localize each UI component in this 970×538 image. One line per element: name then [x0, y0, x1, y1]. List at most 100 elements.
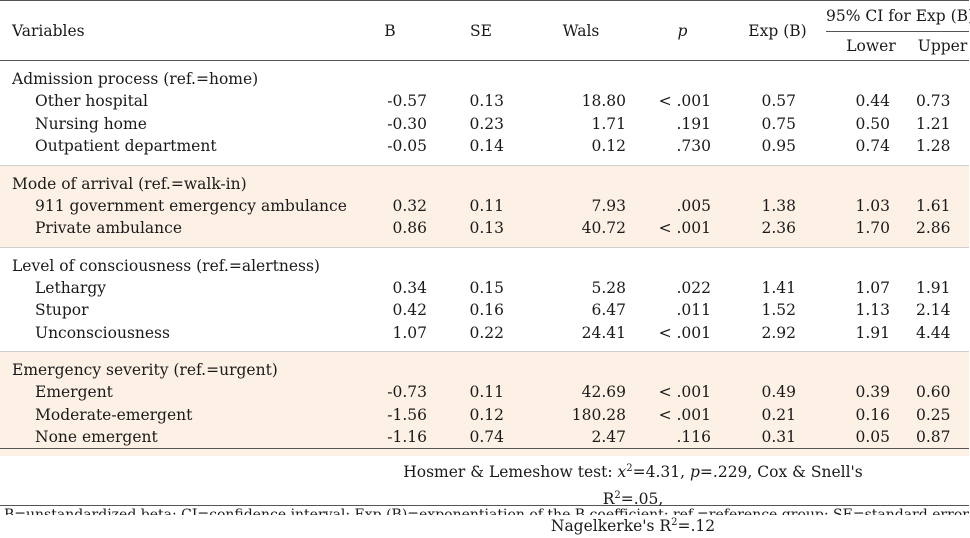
cell-wals: 1.71 — [591, 114, 626, 133]
cell-p: < .001 — [658, 92, 711, 111]
row-label: Lethargy — [35, 278, 107, 297]
cell-upper: 4.44 — [916, 323, 951, 342]
cell-lower: 0.05 — [826, 426, 916, 449]
group-gap-cell — [0, 239, 969, 248]
nagel-label: Nagelkerke's R — [550, 517, 672, 535]
group-title-row: Mode of arrival (ref.=walk-in) — [0, 165, 969, 195]
cell-lower: 1.70 — [826, 217, 916, 240]
cell-upper: 1.21 — [916, 114, 951, 133]
cell-b: -0.30 — [387, 114, 427, 133]
r-sup-cox: 2 — [614, 490, 621, 501]
cell-se: 0.12 — [436, 403, 526, 426]
cell-exp: 2.92 — [761, 323, 796, 342]
row-label: Moderate-emergent — [0, 403, 344, 426]
cell-p: < .001 — [636, 217, 729, 240]
cell-upper: 0.73 — [916, 92, 951, 111]
cell-se: 0.11 — [436, 194, 526, 217]
cell-p: < .001 — [636, 403, 729, 426]
cell-lower: 1.91 — [855, 323, 890, 342]
cell-exp: 0.49 — [729, 381, 826, 404]
cell-exp: 0.31 — [729, 426, 826, 449]
cell-b: 0.34 — [392, 278, 427, 297]
cell-se: 0.16 — [469, 301, 504, 320]
cell-wals: 18.80 — [581, 92, 626, 111]
cell-b: -0.57 — [387, 92, 427, 111]
regression-table: Variables B SE Wals p Exp (B) 95% CI for… — [0, 0, 970, 456]
cell-exp: 0.21 — [729, 403, 826, 426]
cell-lower: 0.44 — [855, 92, 890, 111]
header-exp-b: Exp (B) — [729, 0, 826, 61]
table-row: Stupor 0.42 0.16 6.47 .011 1.52 1.13 2.14 — [0, 299, 969, 322]
group-title: Emergency severity (ref.=urgent) — [0, 351, 969, 381]
cell-lower: 1.13 — [855, 301, 890, 320]
hosmer-label: Hosmer & Lemeshow test: — [403, 463, 618, 481]
row-label: 911 government emergency ambulance — [0, 194, 347, 217]
cell-exp: 1.52 — [761, 301, 796, 320]
cell-se: 0.23 — [469, 114, 504, 133]
cell-upper: 2.86 — [916, 217, 969, 240]
header-se: SE — [436, 0, 526, 61]
group-gap-cell — [0, 157, 969, 166]
chi-sup: 2 — [626, 463, 633, 474]
cell-lower: 1.07 — [855, 278, 890, 297]
table-row: None emergent -1.16 0.74 2.47.116 0.31 0.05 0.… — [0, 426, 969, 449]
cell-lower: 0.16 — [826, 403, 916, 426]
cell-se: 0.13 — [436, 217, 526, 240]
cell-exp: 0.57 — [761, 92, 796, 111]
cell-lower: 0.74 — [855, 137, 890, 156]
cell-upper: 0.60 — [916, 381, 969, 404]
cell-exp: 1.41 — [761, 278, 796, 297]
row-label: Other hospital — [35, 92, 149, 111]
group-gap — [0, 157, 969, 166]
row-label: Stupor — [35, 301, 89, 320]
table-footnote: B=unstandardized beta; CI=confidence int… — [4, 507, 969, 515]
group-gap — [0, 448, 969, 456]
table-row: Other hospital -0.57 0.13 18.80 < .001 0.57 0.… — [0, 90, 969, 113]
header-wals: Wals — [526, 0, 636, 61]
cell-b: -0.73 — [344, 381, 436, 404]
cell-se: 0.14 — [469, 137, 504, 156]
header-lower: Lower — [826, 31, 916, 61]
group-title: Admission process (ref.=home) — [12, 70, 259, 88]
table-row: Nursing home -0.30 0.23 1.71 .191 0.75 0.50 1.2… — [0, 113, 969, 136]
cell-b: 0.86 — [344, 217, 436, 240]
cell-p: .116 — [636, 426, 729, 449]
cell-b: -1.56 — [344, 403, 436, 426]
row-label: None emergent — [0, 426, 344, 449]
row-label: Outpatient department — [35, 137, 217, 156]
cell-upper: 0.25 — [916, 403, 969, 426]
group-title-row: Emergency severity (ref.=urgent) — [0, 351, 969, 381]
cell-p: .022 — [676, 278, 711, 297]
row-label: Private ambulance — [0, 217, 344, 240]
cell-wals: 24.41 — [581, 323, 626, 342]
cell-p: < .001 — [636, 381, 729, 404]
header-variables: Variables — [0, 0, 344, 61]
cell-exp: 1.38 — [729, 194, 826, 217]
header-ci: 95% CI for Exp (B) — [826, 0, 970, 32]
header-b: B — [344, 0, 436, 61]
cell-upper: 0.87 — [916, 426, 969, 449]
cox-value: =.05, — [620, 490, 664, 508]
group-gap-cell — [0, 344, 969, 352]
group-title-row: Admission process (ref.=home) — [0, 61, 969, 91]
cell-wals: 42.69 — [526, 381, 636, 404]
cell-b: -0.05 — [387, 137, 427, 156]
table-row: Outpatient department -0.05 0.14 0.12 .730 0.… — [0, 135, 969, 158]
table-row: Lethargy 0.34 0.15 5.28 .022 1.41 1.07 1.91 — [0, 277, 969, 300]
cell-se: 0.15 — [469, 278, 504, 297]
cell-exp: 0.75 — [761, 114, 796, 133]
cell-p: .011 — [676, 301, 711, 320]
cell-wals: 6.47 — [591, 301, 626, 320]
table-row: Moderate-emergent -1.56 0.12 180.28 < .001 0.… — [0, 403, 969, 426]
header-p: p — [636, 0, 729, 61]
cell-upper: 1.28 — [916, 137, 951, 156]
cell-se: 0.11 — [436, 381, 526, 404]
chi-value: =4.31, — [632, 463, 690, 481]
cell-lower: 0.39 — [826, 381, 916, 404]
cell-upper: 1.91 — [916, 278, 951, 297]
cell-wals: 2.47 — [526, 426, 636, 449]
cell-lower: 1.03 — [826, 194, 916, 217]
cell-b: 0.42 — [392, 301, 427, 320]
group-gap — [0, 344, 969, 352]
cell-upper: 1.61 — [916, 194, 969, 217]
